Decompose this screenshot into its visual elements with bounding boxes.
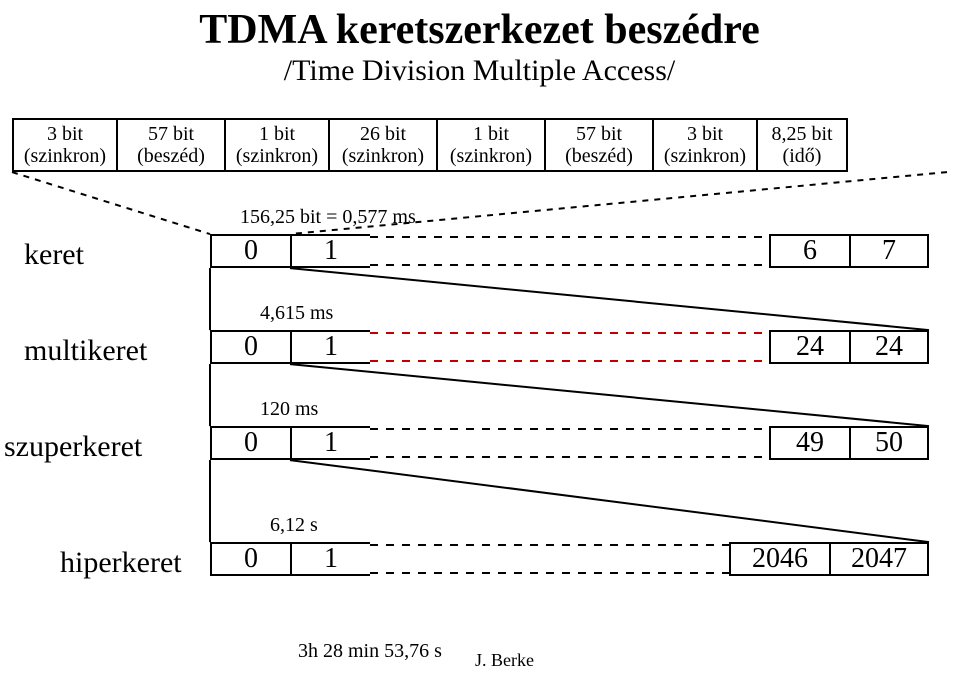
timing-label: 6,12 s — [270, 514, 318, 537]
page-title: TDMA keretszerkezet beszédre — [0, 0, 959, 52]
frame-cell: 0 — [210, 330, 290, 364]
bit-cell-6: 3 bit(szinkron) — [652, 118, 756, 172]
timing-label: 156,25 bit = 0,577 ms — [240, 206, 416, 229]
timing-label: 120 ms — [260, 398, 318, 421]
page-subtitle: /Time Division Multiple Access/ — [0, 54, 959, 88]
frame-bar: 01 67 — [210, 234, 929, 268]
bit-cell-1: 57 bit(beszéd) — [116, 118, 224, 172]
bit-cell-top: 8,25 bit — [771, 123, 832, 145]
frame-gap — [370, 426, 769, 460]
frame-row-hiperkeret: hiperkeret6,12 s0120462047 — [0, 516, 959, 576]
frame-gap — [370, 330, 769, 364]
frame-row-szuperkeret: szuperkeret120 ms014950 — [0, 400, 959, 460]
frame-bar: 01 20462047 — [210, 542, 929, 576]
bit-cell-bottom: (beszéd) — [137, 145, 205, 167]
bit-cell-top: 57 bit — [576, 123, 622, 145]
frame-cell: 1 — [290, 330, 370, 364]
frame-cell: 0 — [210, 542, 290, 576]
bit-cell-4: 1 bit(szinkron) — [436, 118, 544, 172]
frame-cell: 0 — [210, 426, 290, 460]
bit-cell-bottom: (beszéd) — [565, 145, 633, 167]
frame-cell: 49 — [769, 426, 849, 460]
frame-row-keret: keret156,25 bit = 0,577 ms0167 — [0, 208, 959, 268]
bit-cell-top: 1 bit — [473, 123, 509, 145]
frame-cell: 1 — [290, 234, 370, 268]
frame-row-multikeret: multikeret4,615 ms012424 — [0, 304, 959, 364]
frame-cell: 6 — [769, 234, 849, 268]
bit-cell-3: 26 bit(szinkron) — [328, 118, 436, 172]
row-label: hiperkeret — [60, 546, 182, 580]
frame-cell: 0 — [210, 234, 290, 268]
bit-cell-top: 3 bit — [687, 123, 723, 145]
bit-cell-top: 3 bit — [47, 123, 83, 145]
bit-cell-0: 3 bit(szinkron) — [12, 118, 116, 172]
frame-cell: 24 — [769, 330, 849, 364]
bit-structure-row: 3 bit(szinkron)57 bit(beszéd)1 bit(szink… — [12, 118, 947, 172]
bit-cell-bottom: (szinkron) — [664, 145, 746, 167]
frame-cell: 24 — [849, 330, 929, 364]
frame-cell: 50 — [849, 426, 929, 460]
row-label: szuperkeret — [4, 430, 142, 464]
frame-cell: 1 — [290, 426, 370, 460]
frame-bar: 01 2424 — [210, 330, 929, 364]
bit-cell-7: 8,25 bit(idő) — [756, 118, 848, 172]
bit-cell-top: 1 bit — [259, 123, 295, 145]
row-label: multikeret — [24, 334, 147, 368]
bit-cell-top: 26 bit — [360, 123, 406, 145]
bit-cell-bottom: (szinkron) — [24, 145, 106, 167]
bit-cell-bottom: (idő) — [783, 145, 822, 167]
frame-bar: 01 4950 — [210, 426, 929, 460]
bit-cell-bottom: (szinkron) — [342, 145, 424, 167]
bottom-duration: 3h 28 min 53,76 s — [298, 640, 442, 663]
frame-cell: 2047 — [829, 542, 929, 576]
frame-gap — [370, 234, 769, 268]
frame-cell: 2046 — [729, 542, 829, 576]
bit-cell-5: 57 bit(beszéd) — [544, 118, 652, 172]
frame-cell: 1 — [290, 542, 370, 576]
bit-cell-bottom: (szinkron) — [236, 145, 318, 167]
bit-cell-bottom: (szinkron) — [450, 145, 532, 167]
frame-cell: 7 — [849, 234, 929, 268]
bit-cell-2: 1 bit(szinkron) — [224, 118, 328, 172]
author-credit: J. Berke — [475, 650, 534, 671]
timing-label: 4,615 ms — [260, 302, 333, 325]
frame-gap — [370, 542, 729, 576]
row-label: keret — [24, 238, 84, 272]
bit-cell-top: 57 bit — [148, 123, 194, 145]
